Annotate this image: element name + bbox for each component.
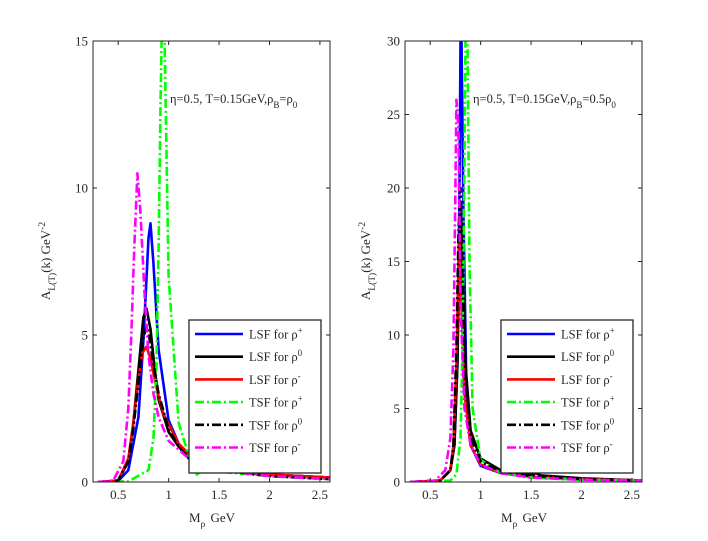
left-y-tick-label: 15 — [75, 34, 88, 49]
right-legend-box — [500, 319, 634, 474]
left-x-tick-label: 2 — [266, 487, 273, 502]
right-legend-label: TSF for ρ0 — [561, 416, 615, 432]
right-legend-label: TSF for ρ+ — [561, 394, 615, 410]
left-legend: LSF for ρ+ LSF for ρ0 LSF for ρ- TSF for ρ+… — [188, 319, 322, 474]
left-axes-box — [92, 40, 331, 483]
right-x-axis-label: Mρ GeV — [501, 510, 548, 530]
right-x-tick-label: 1.5 — [523, 487, 539, 502]
left-annotation: η=0.5, T=0.15GeV,ρB=ρ0 — [170, 92, 298, 110]
left-y-tick-label: 10 — [75, 181, 88, 196]
right-x-tick-label: 0.5 — [422, 487, 438, 502]
right-panel: 0.5 1 1.5 2 2.5 0 5 10 15 20 25 30 η=0.5, T=0.15GeV… — [358, 34, 643, 530]
left-legend-label: LSF for ρ+ — [249, 326, 303, 342]
right-series-5-line — [409, 98, 642, 482]
right-y-tick-label: 0 — [394, 475, 401, 490]
right-x-tick-label: 1 — [477, 487, 484, 502]
left-legend-label: TSF for ρ- — [249, 439, 301, 455]
left-x-tick-label: 2.5 — [312, 487, 328, 502]
left-y-tick-label: 5 — [82, 328, 89, 343]
right-legend: LSF for ρ+ LSF for ρ0 LSF for ρ- TSF for ρ+… — [500, 319, 634, 474]
left-legend-label: LSF for ρ0 — [249, 348, 303, 364]
right-legend-label: LSF for ρ- — [561, 371, 613, 387]
left-legend-label: LSF for ρ- — [249, 371, 301, 387]
left-ticks: 0.5 1 1.5 2 2.5 0 5 10 15 — [75, 34, 330, 502]
right-y-tick-label: 5 — [394, 401, 401, 416]
right-x-tick-label: 2 — [578, 487, 585, 502]
left-y-tick-label: 0 — [82, 475, 89, 490]
left-y-axis-label: AL(T)(k) GeV-2 — [38, 222, 58, 300]
left-x-tick-label: 1 — [165, 487, 172, 502]
right-y-axis-label: AL(T)(k) GeV-2 — [358, 222, 378, 300]
right-legend-label: TSF for ρ- — [561, 439, 613, 455]
right-y-tick-label: 10 — [387, 328, 400, 343]
right-y-tick-label: 25 — [387, 107, 400, 122]
right-y-tick-label: 20 — [387, 181, 400, 196]
left-legend-box — [188, 319, 322, 474]
right-y-tick-label: 30 — [387, 34, 400, 49]
left-x-tick-label: 1.5 — [211, 487, 227, 502]
right-y-tick-label: 15 — [387, 254, 400, 269]
left-legend-label: TSF for ρ0 — [249, 416, 303, 432]
right-curves — [409, 41, 642, 482]
left-x-axis-label: Mρ GeV — [189, 510, 236, 530]
left-legend-label: TSF for ρ+ — [249, 394, 303, 410]
right-annotation: η=0.5, T=0.15GeV,ρB=0.5ρ0 — [473, 92, 616, 110]
left-panel: 0.5 1 1.5 2 2.5 0 5 10 15 η=0.5, T=0.15GeV,ρB=ρ0… — [38, 34, 331, 530]
left-series-4-line — [97, 324, 330, 482]
right-legend-label: LSF for ρ0 — [561, 348, 615, 364]
left-x-tick-label: 0.5 — [110, 487, 126, 502]
right-ticks: 0.5 1 1.5 2 2.5 0 5 10 15 20 25 30 — [387, 34, 642, 502]
right-x-tick-label: 2.5 — [624, 487, 640, 502]
right-series-4-line — [409, 186, 642, 482]
right-legend-label: LSF for ρ+ — [561, 326, 615, 342]
